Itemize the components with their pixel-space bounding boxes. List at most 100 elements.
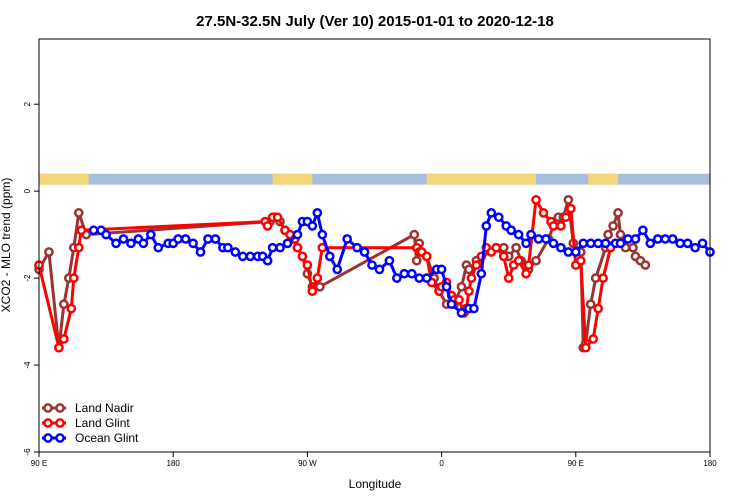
land-glint-point	[262, 221, 273, 231]
ocean-glint-point	[667, 234, 678, 244]
land-band	[272, 173, 313, 185]
ocean-glint-point	[384, 255, 395, 266]
x-tick-label: 90 E	[568, 459, 584, 468]
land-glint-point	[548, 221, 559, 231]
ocean-glint-point	[312, 208, 323, 218]
land-glint-point	[471, 260, 482, 270]
legend-marker	[55, 403, 65, 413]
ocean-glint-point	[638, 225, 648, 236]
land-nadir-point	[44, 247, 54, 257]
land-nadir-point	[613, 208, 623, 218]
land-glint-point	[513, 255, 524, 266]
y-tick-label: 0	[23, 188, 32, 193]
land-nadir-point	[511, 242, 522, 253]
ocean-glint-point	[690, 242, 700, 253]
land-nadir-point	[498, 242, 509, 253]
y-tick-label: 2	[23, 101, 32, 106]
ocean-glint-series	[88, 208, 715, 318]
y-tick-label: -2	[23, 274, 32, 282]
ocean-glint-point	[513, 229, 524, 240]
ocean-glint-point	[645, 238, 656, 249]
ocean-glint-point	[548, 238, 559, 249]
ocean-glint-point	[399, 268, 410, 279]
land-glint-point	[292, 242, 303, 253]
x-tick-label: 180	[703, 459, 717, 468]
land-glint-point	[464, 286, 474, 296]
ocean-glint-point	[481, 221, 492, 231]
ocean-glint-point	[593, 238, 604, 249]
land-nadir-point	[464, 264, 474, 275]
ocean-glint-point	[456, 308, 467, 318]
ocean-glint-point	[332, 264, 343, 275]
land-glint-point	[503, 273, 514, 283]
ocean-glint-point	[533, 234, 544, 244]
series-layer	[34, 195, 715, 353]
land-glint-point	[588, 334, 599, 344]
land-glint-point	[561, 212, 571, 223]
ocean-glint-point	[153, 242, 164, 253]
ocean-glint-point	[292, 229, 303, 240]
ocean-glint-point	[101, 229, 111, 240]
land-nadir-point	[640, 260, 651, 270]
x-tick-label: 90 W	[298, 459, 317, 468]
ocean-glint-point	[230, 247, 241, 257]
ocean-glint-point	[630, 234, 641, 244]
legend-item-land-nadir: Land Nadir	[42, 401, 134, 415]
land-nadir-point	[628, 242, 638, 253]
ocean-glint-point	[392, 273, 402, 283]
legend-item-ocean-glint: Ocean Glint	[42, 431, 139, 445]
ocean-glint-point	[282, 238, 293, 249]
ocean-glint-point	[173, 234, 184, 244]
ocean-glint-point	[118, 234, 129, 244]
y-tick-label: -6	[23, 448, 32, 456]
x-axis-label: Longitude	[349, 477, 402, 491]
ocean-glint-point	[563, 247, 574, 257]
ocean-glint-point	[237, 251, 248, 262]
ocean-glint-point	[138, 238, 149, 249]
land-glint-point	[598, 273, 608, 283]
land-glint-point	[556, 221, 566, 231]
legend-marker	[43, 418, 53, 428]
ocean-glint-point	[421, 273, 432, 283]
ocean-glint-point	[359, 247, 370, 257]
ocean-glint-point	[441, 281, 452, 292]
land-nadir-point	[456, 281, 467, 292]
ocean-glint-point	[307, 221, 318, 231]
ocean-glint-point	[203, 234, 213, 244]
land-glint-point	[523, 260, 534, 270]
land-band	[426, 173, 537, 185]
land-glint-point	[531, 195, 541, 205]
ocean-glint-point	[88, 225, 99, 236]
ocean-glint-point	[446, 299, 457, 310]
ocean-glint-point	[374, 264, 385, 275]
plot-frame	[38, 38, 711, 453]
land-glint-point	[59, 334, 69, 344]
land-glint-point	[498, 251, 509, 262]
y-axis-label: XCO2 - MLO trend (ppm)	[0, 178, 13, 313]
land-glint-point	[272, 212, 283, 223]
ocean-glint-point	[556, 242, 566, 253]
chart-title: 27.5N-32.5N July (Ver 10) 2015-01-01 to …	[196, 13, 554, 30]
ocean-glint-point	[600, 238, 611, 249]
land-glint-series	[34, 195, 616, 353]
land-glint-point	[454, 294, 464, 305]
land-nadir-point	[590, 273, 601, 283]
land-glint-point	[73, 242, 84, 253]
land-nadir-point	[603, 229, 613, 240]
ocean-glint-point	[367, 260, 377, 270]
land-nadir-point	[411, 255, 422, 266]
ocean-glint-point	[267, 242, 278, 253]
land-glint-point	[466, 273, 477, 283]
ocean-glint-point	[493, 212, 504, 223]
ocean-glint-point	[682, 238, 693, 249]
ocean-glint-point	[436, 264, 447, 275]
ocean-glint-point	[180, 234, 191, 244]
ocean-glint-point	[476, 268, 487, 279]
land-glint-point	[521, 268, 531, 279]
land-glint-point	[421, 251, 432, 262]
ocean-glint-point	[111, 238, 121, 249]
x-tick-label: 0	[439, 459, 444, 468]
ocean-glint-point	[414, 273, 425, 283]
